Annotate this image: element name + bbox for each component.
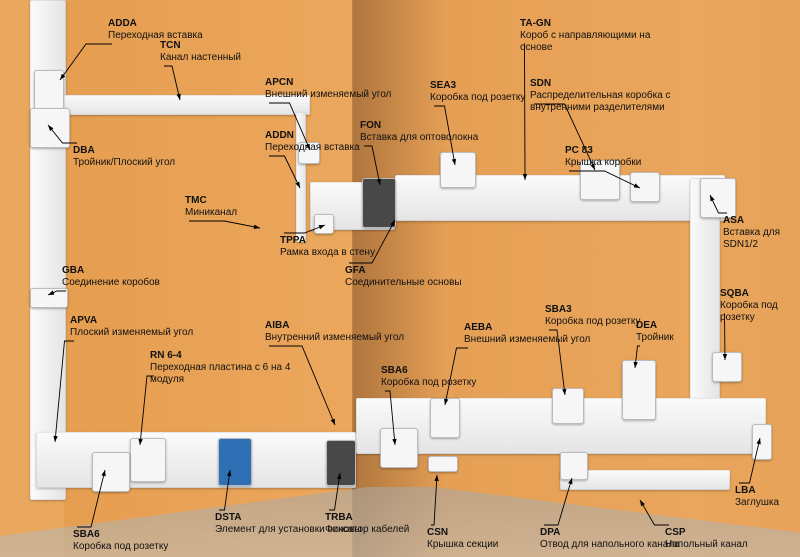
component-dsta-box xyxy=(218,438,252,486)
component-sdn-box xyxy=(580,160,620,200)
component-gba-join xyxy=(30,288,68,308)
trunk-skirt-left xyxy=(36,432,356,488)
component-sqba-box xyxy=(712,352,742,382)
component-dpa-box xyxy=(560,452,588,480)
component-csn-box xyxy=(428,456,458,472)
component-rn64-box xyxy=(130,438,166,482)
component-asa-box xyxy=(700,178,736,218)
component-dea-box xyxy=(622,360,656,420)
component-sba6-box1 xyxy=(380,428,418,468)
component-lba-box xyxy=(752,424,772,460)
component-apcn-box xyxy=(298,142,320,164)
component-aeba-box xyxy=(430,398,460,438)
trunk-top-left-h xyxy=(60,95,310,115)
component-fon-box xyxy=(362,178,396,228)
trunk-mini-vert xyxy=(296,112,306,242)
component-sba3-box xyxy=(552,388,584,424)
component-pc83-box xyxy=(630,172,660,202)
component-sba6-box2 xyxy=(92,452,130,492)
component-tppa-box xyxy=(314,214,334,234)
component-trba-box xyxy=(326,440,356,486)
component-dba-box xyxy=(30,108,70,148)
component-sea3-box xyxy=(440,152,476,188)
